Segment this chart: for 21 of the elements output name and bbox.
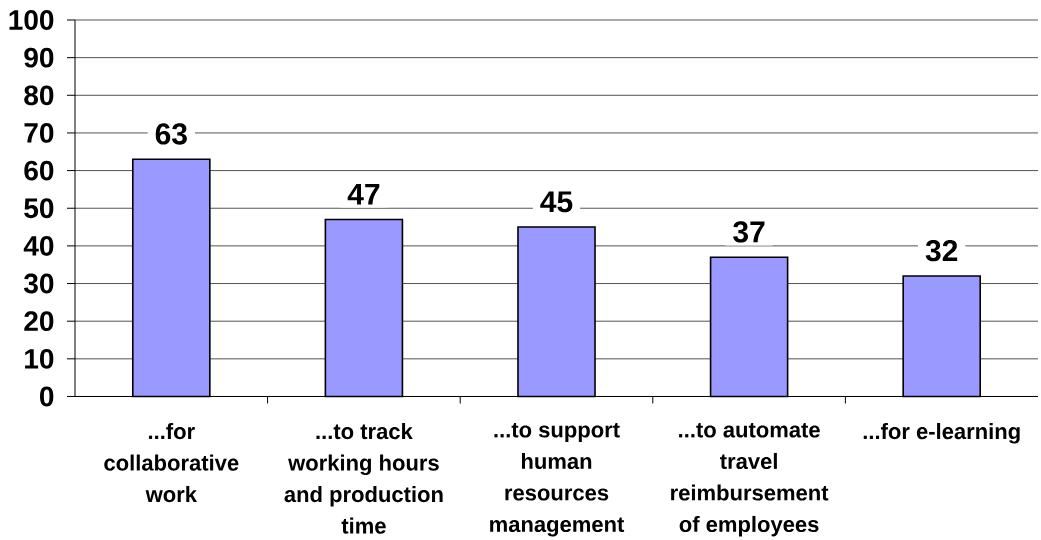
data-label: 45: [540, 191, 573, 213]
y-tick-label: 70: [24, 123, 54, 143]
y-tick-label: 10: [25, 348, 54, 369]
x-tick-label: ...to automate travel reimbursement of employees: [671, 423, 829, 537]
y-tick-label: 90: [24, 47, 54, 68]
data-label: 63: [155, 123, 187, 145]
data-label: 32: [925, 240, 958, 262]
data-label: 47: [347, 183, 380, 205]
y-tick-label: 40: [23, 235, 54, 256]
x-tick-label: ...to track working hours and production time: [284, 423, 443, 534]
y-tick-label: 50: [24, 198, 54, 219]
data-label: 37: [733, 221, 765, 243]
x-tick-label: ...to support human resources management: [490, 423, 625, 537]
y-tick-label: 20: [24, 311, 54, 332]
y-tick-label: 80: [24, 85, 54, 106]
y-tick-label: 0: [40, 386, 54, 407]
y-tick-label: 30: [23, 273, 54, 294]
y-tick-label: 100: [9, 10, 54, 30]
y-tick-label: 60: [24, 160, 54, 181]
x-tick-label: ...for collaborative work: [104, 423, 239, 503]
x-tick-label: ...for e-learning: [863, 423, 1020, 444]
